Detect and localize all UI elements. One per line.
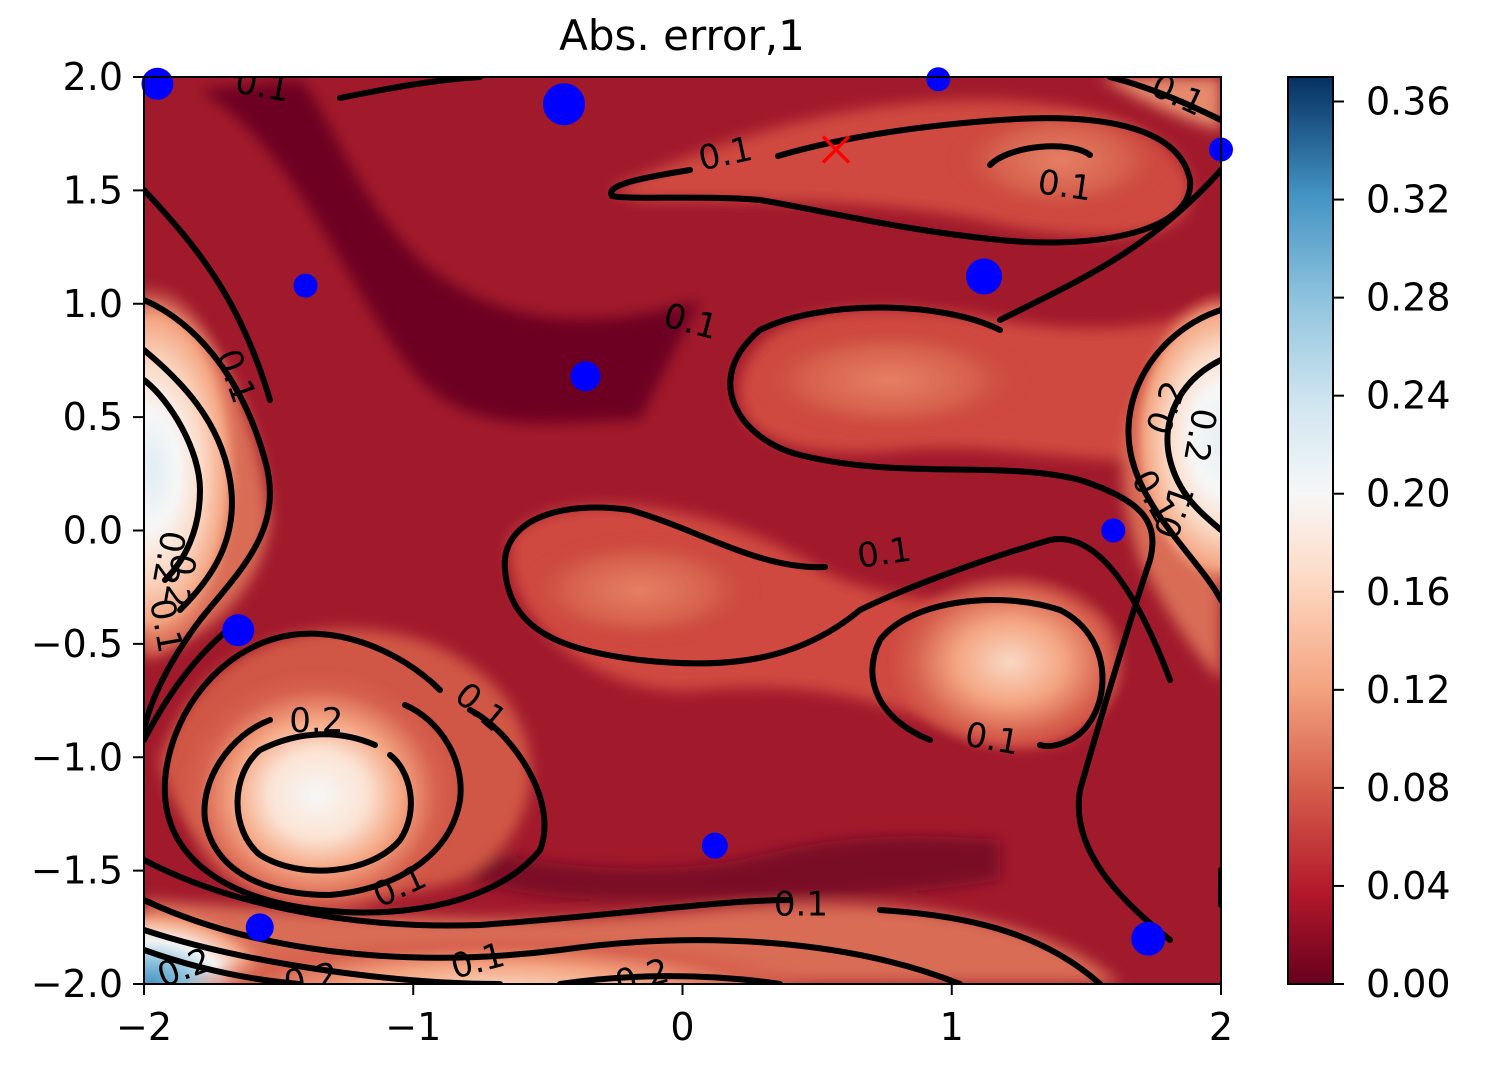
- y-tick-label: −0.5: [31, 622, 123, 666]
- x-tick-label: −2: [116, 1005, 172, 1049]
- error-peak: [950, 105, 1170, 215]
- colorbar-tick-label: 0.00: [1366, 962, 1451, 1006]
- colorbar-tick-label: 0.36: [1366, 80, 1451, 124]
- colorbar-tick-label: 0.28: [1366, 276, 1451, 320]
- contour-label: 0.1: [855, 530, 914, 577]
- sample-point: [141, 67, 174, 100]
- x-tick-label: 2: [1209, 1005, 1233, 1049]
- contour-line-0.1: [877, 907, 1103, 984]
- x-tick-label: −1: [385, 1005, 441, 1049]
- x-marker-stroke: [821, 135, 851, 164]
- best-marker: [821, 135, 851, 164]
- contour-line-0.1: [1107, 77, 1221, 123]
- sample-point: [966, 258, 1003, 295]
- sample-point: [1101, 518, 1126, 543]
- sample-point: [570, 361, 601, 392]
- y-tick-label: 1.0: [63, 282, 123, 326]
- error-peak: [1130, 290, 1221, 590]
- contour-label: 0.2: [144, 528, 193, 588]
- contour-line-0.1: [144, 187, 273, 403]
- colorbar-tick-label: 0.04: [1366, 864, 1451, 908]
- contour-label: 0.2: [289, 701, 343, 741]
- sample-point: [543, 83, 586, 126]
- colorbar-gradient: [1287, 76, 1334, 985]
- contour-line-0.2: [201, 702, 464, 899]
- contour-line-0.1: [337, 77, 483, 101]
- y-tick-label: 0.0: [63, 509, 123, 553]
- low-error-valley: [200, 80, 700, 424]
- contour-line-0.1: [161, 630, 548, 916]
- contour-line-0.1: [869, 597, 1106, 750]
- colorbar-tick-label: 0.24: [1366, 374, 1451, 418]
- x-tick-label: 1: [940, 1005, 964, 1049]
- contour-line-0.1: [144, 297, 273, 733]
- contour-line-0.1: [144, 857, 793, 929]
- x-axis: −2 −1 0 1 2: [116, 984, 1233, 1049]
- contour-line-0.1: [727, 304, 1173, 943]
- contour-line-0.1: [997, 167, 1221, 323]
- low-error-valley: [420, 836, 1000, 900]
- contour-label: 0.2: [281, 955, 341, 1004]
- sample-point: [701, 832, 728, 859]
- contour-line-0.1: [987, 143, 1093, 168]
- chart-title: Abs. error,1: [559, 11, 805, 60]
- contour-label: 0.1: [962, 715, 1022, 764]
- contour-lines: [144, 77, 1221, 984]
- y-tick-label: −1.5: [31, 849, 123, 893]
- contour-line-0.2: [234, 731, 414, 874]
- sample-point: [245, 913, 274, 942]
- sample-point: [293, 273, 318, 298]
- contour-line-0.1: [1125, 307, 1221, 603]
- contour-label: 0.1: [1035, 162, 1094, 209]
- contour-line-0.1: [144, 347, 235, 613]
- contour-label: 0.1: [141, 596, 190, 656]
- y-tick-label: −2.0: [31, 962, 123, 1006]
- y-tick-label: 2.0: [63, 55, 123, 99]
- x-tick-label: 0: [670, 1005, 694, 1049]
- contour-line-0.1: [501, 504, 1173, 683]
- colorbar-tick-label: 0.16: [1366, 570, 1451, 614]
- contour-line-0.2: [144, 927, 503, 984]
- error-peak: [750, 325, 1030, 435]
- sample-point: [1131, 921, 1166, 956]
- contour-label: 0.1: [774, 885, 828, 925]
- contour-line-0.1: [1164, 357, 1221, 533]
- sample-points: [141, 67, 1233, 956]
- contour-label: 0.2: [155, 550, 204, 610]
- colorbar-tick-label: 0.20: [1366, 472, 1451, 516]
- sample-point: [926, 67, 951, 92]
- sample-point: [222, 614, 255, 647]
- colorbar-tick-label: 0.08: [1366, 766, 1451, 810]
- y-axis: −2.0 −1.5 −1.0 −0.5 0.0 0.5 1.0 1.5 2.0: [31, 55, 144, 1006]
- colorbar-tick-label: 0.32: [1366, 178, 1451, 222]
- contour-line-0.1: [144, 377, 204, 583]
- contour-line-0.2: [557, 973, 783, 984]
- contour-labels: 0.10.10.10.10.10.1 0.20.20.10.10.10.20.20…: [141, 77, 1224, 1004]
- y-tick-label: 0.5: [63, 395, 123, 439]
- colorbar: 0.00 0.04 0.08 0.12 0.16 0.20 0.24 0.28 0.32 0.36: [1287, 76, 1451, 1006]
- contour-line-0.1: [608, 115, 1194, 246]
- error-lobe: [1100, 77, 1221, 130]
- colorbar-tick-label: 0.12: [1366, 668, 1451, 712]
- error-peak: [520, 535, 760, 645]
- y-tick-label: 1.5: [63, 168, 123, 212]
- contour-line-0.2: [144, 947, 303, 984]
- y-tick-label: −1.0: [31, 735, 123, 779]
- colorbar-axis: 0.00 0.04 0.08 0.12 0.16 0.20 0.24 0.28 0.32 0.36: [1333, 80, 1451, 1006]
- contour-label: 0.2: [1175, 405, 1224, 465]
